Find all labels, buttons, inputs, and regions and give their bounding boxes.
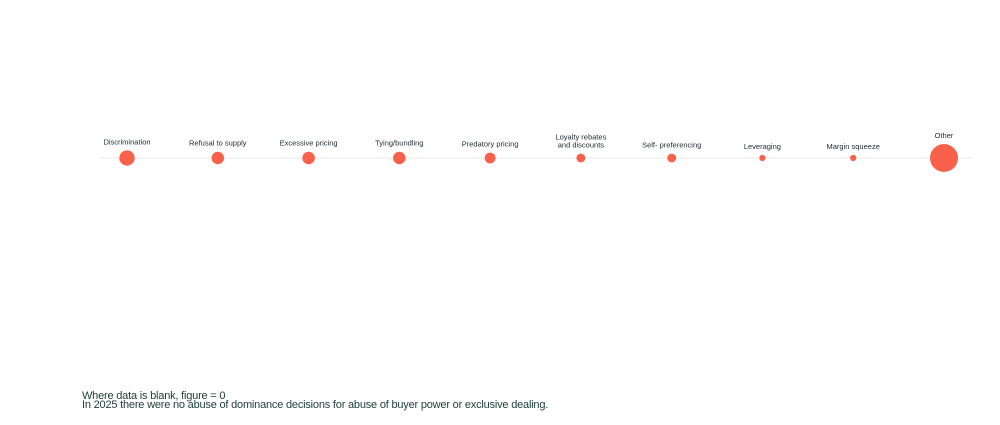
category-label-margin-squeeze: Margin squeeze	[827, 142, 880, 151]
bubble-discrimination	[119, 150, 135, 166]
category-label-other: Other	[935, 131, 954, 140]
category-label-line: Margin squeeze	[827, 142, 880, 151]
bubble-margin-squeeze	[850, 154, 857, 162]
category-label-line: and discounts	[558, 141, 605, 150]
category-label-line: Excessive pricing	[280, 139, 338, 148]
category-label-line: Loyalty rebates	[555, 133, 606, 142]
bubble-excessive-pricing	[302, 151, 315, 165]
category-label-refusal-to-supply: Refusal to supply	[189, 139, 247, 148]
category-label-line: Leveraging	[744, 142, 781, 151]
bubble-other	[930, 144, 958, 172]
bubble-chart: Discrimination Refusal to supply Excessive…	[100, 131, 972, 172]
category-label-line: Discrimination	[103, 137, 150, 146]
category-label-predatory-pricing: Predatory pricing	[462, 140, 519, 149]
bubble-predatory-pricing	[484, 152, 496, 164]
chart-notes: Where data is blank, figure = 0 In 2025 …	[82, 390, 982, 411]
category-label-self-preferencing: Self- preferencing	[642, 141, 701, 150]
chart-area: Discrimination Refusal to supply Excessive…	[100, 131, 972, 172]
note-blank-data: Where data is blank, figure = 0	[82, 390, 226, 402]
category-label-leveraging: Leveraging	[744, 142, 781, 151]
bubble-tying-bundling	[393, 151, 406, 165]
category-label-line: Refusal to supply	[189, 139, 247, 148]
category-label-loyalty-rebates-and-discounts: Loyalty rebates and discounts	[555, 133, 606, 150]
category-label-line: Other	[935, 131, 954, 140]
note-buyer-power: In 2025 there were no abuse of dominance…	[82, 399, 549, 411]
bubbles-group	[119, 144, 958, 172]
category-label-line: Self- preferencing	[642, 141, 701, 150]
category-label-line: Predatory pricing	[462, 140, 519, 149]
category-label-excessive-pricing: Excessive pricing	[280, 139, 338, 148]
category-label-line: Tying/bundling	[375, 139, 423, 148]
bubble-self-preferencing	[667, 153, 677, 163]
category-label-tying-bundling: Tying/bundling	[375, 139, 423, 148]
bubble-loyalty-rebates-and-discounts	[576, 153, 586, 163]
bubble-leveraging	[759, 154, 766, 162]
bubble-refusal-to-supply	[211, 151, 225, 165]
category-labels-group: Discrimination Refusal to supply Excessive…	[103, 131, 953, 151]
category-label-discrimination: Discrimination	[103, 137, 150, 146]
